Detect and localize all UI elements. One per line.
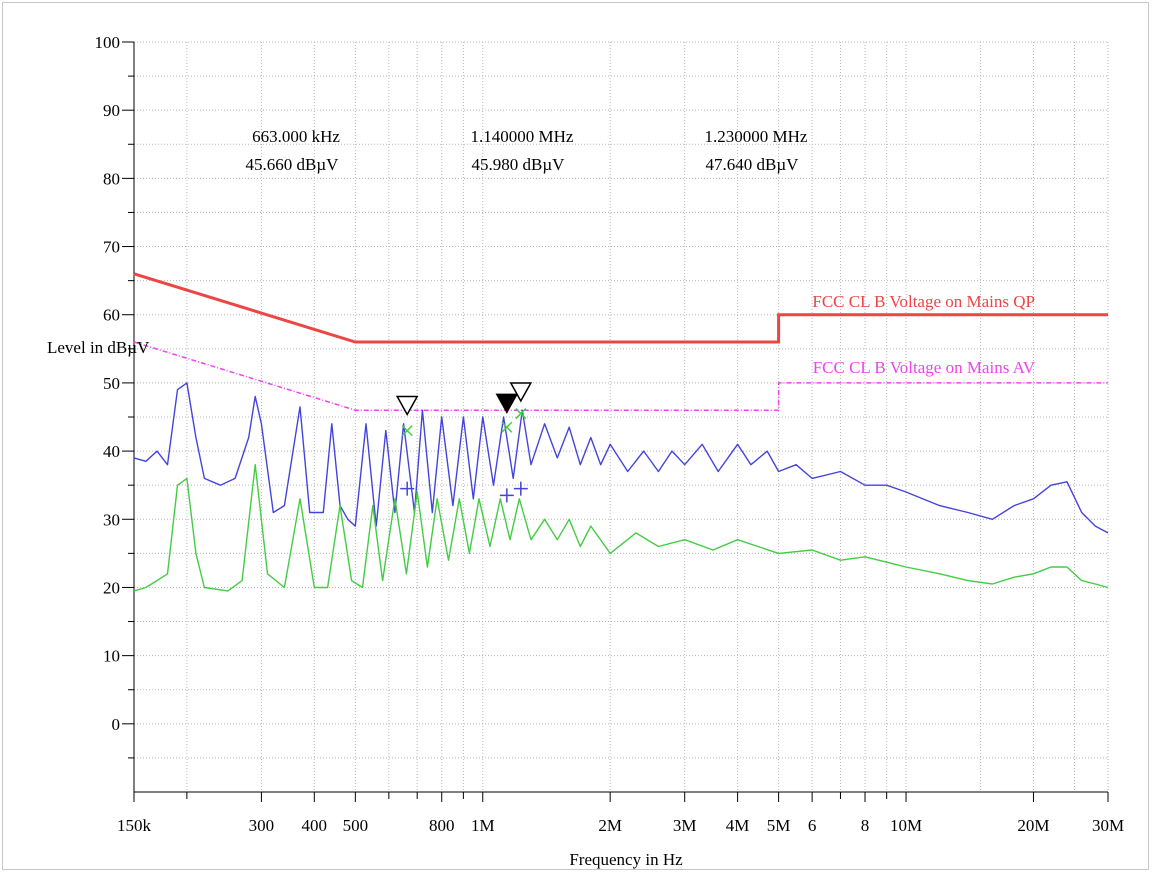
marker-level: 45.980 dBµV [472, 155, 566, 174]
av-limit-line [133, 341, 1108, 411]
qp-limit-line [133, 272, 1108, 344]
x-tick-label: 4M [726, 816, 750, 835]
average-point [513, 481, 528, 496]
x-tick-label: 500 [343, 816, 369, 835]
x-tick-label: 150k [117, 816, 152, 835]
y-tick-label: 90 [103, 101, 120, 120]
peak-trace [133, 382, 1109, 534]
axes: 0 10 20 30 40 50 60 70 80 90 100 150k 300 400 500 800 1M… [95, 33, 1125, 835]
limit-lines: FCC CL B Voltage on Mains QP FCC CL B Vol… [133, 272, 1108, 411]
marker-triangle [495, 393, 519, 414]
x-tick-label: 800 [429, 816, 455, 835]
y-tick-label: 100 [95, 33, 121, 52]
average-point [499, 488, 514, 503]
x-tick-label: 5M [767, 816, 791, 835]
y-tick-label: 10 [103, 647, 120, 666]
x-tick-label: 20M [1017, 816, 1049, 835]
marker-level: 45.660 dBµV [246, 155, 340, 174]
average-trace [133, 464, 1109, 592]
av-limit-label: FCC CL B Voltage on Mains AV [813, 358, 1036, 377]
marker-frequency: 663.000 kHz [252, 127, 340, 146]
y-tick-label: 80 [103, 169, 120, 188]
y-tick-label: 60 [103, 306, 120, 325]
y-tick-label: 50 [103, 374, 120, 393]
x-tick-label: 8 [861, 816, 870, 835]
y-tick-label: 30 [103, 510, 120, 529]
y-tick-label: 20 [103, 578, 120, 597]
x-tick-label: 300 [249, 816, 275, 835]
qp-limit-label: FCC CL B Voltage on Mains QP [812, 292, 1035, 311]
x-tick-label: 10M [890, 816, 922, 835]
marker-triangle [509, 382, 533, 403]
marker-triangle [395, 395, 419, 417]
x-tick-label: 30M [1092, 816, 1124, 835]
y-axis-label: Level in dBµV [47, 338, 150, 357]
marker-level: 47.640 dBµV [706, 155, 800, 174]
x-tick-label: 400 [302, 816, 328, 835]
y-tick-label: 70 [103, 238, 120, 257]
marker-frequency: 1.140000 MHz [471, 127, 574, 146]
x-tick-label: 1M [471, 816, 495, 835]
average-point [400, 481, 415, 496]
x-axis-label: Frequency in Hz [569, 850, 683, 869]
quasi-peak-point [515, 408, 527, 420]
markers: 663.000 kHz 45.660 dBµV 1.140000 MHz 45.980… [246, 127, 808, 417]
quasi-peak-point [401, 425, 413, 437]
quasi-peak-point [501, 421, 513, 433]
y-tick-label: 40 [103, 442, 120, 461]
traces [133, 382, 1109, 592]
y-tick-label: 0 [112, 715, 121, 734]
x-tick-label: 2M [598, 816, 622, 835]
marker-frequency: 1.230000 MHz [705, 127, 808, 146]
grid [133, 41, 1109, 793]
x-tick-label: 6 [808, 816, 817, 835]
x-tick-label: 3M [673, 816, 697, 835]
